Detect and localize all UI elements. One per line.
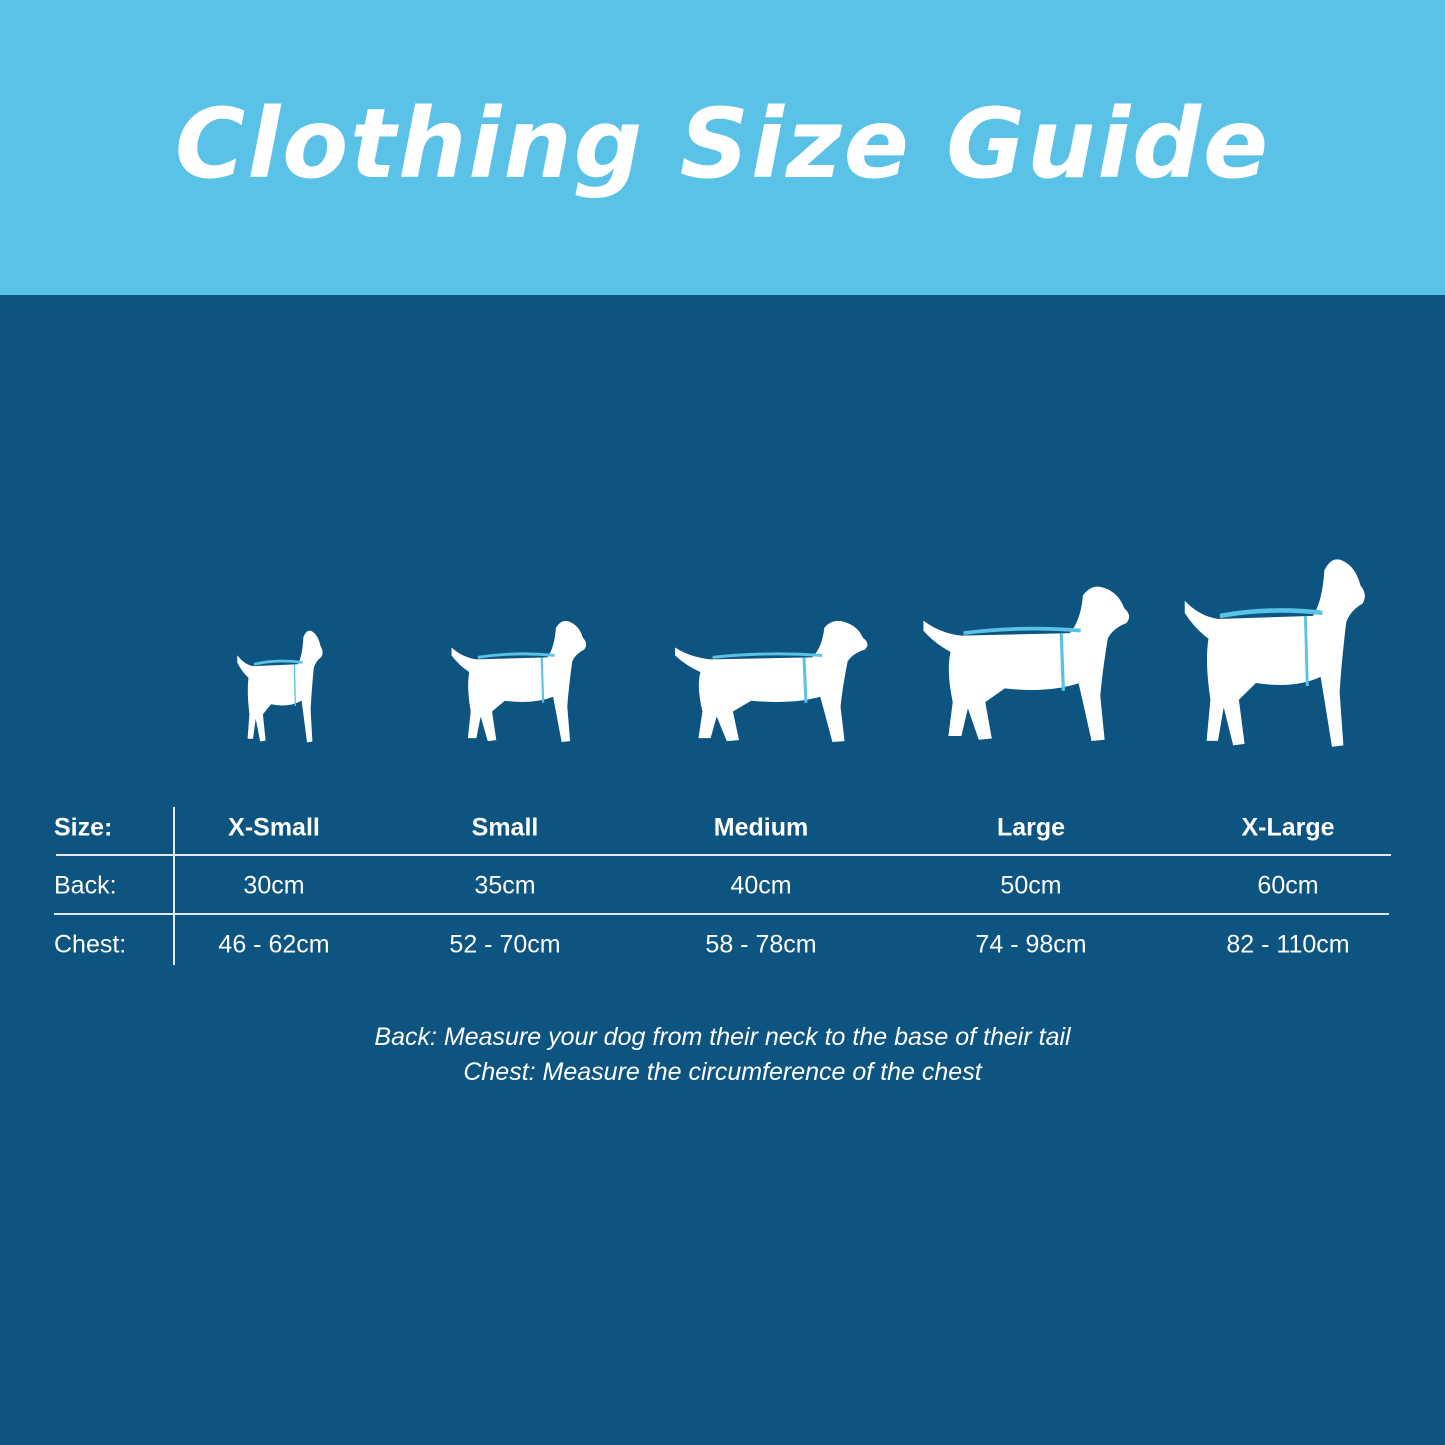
size-cell: Large [996, 813, 1066, 842]
dog-icon [451, 620, 587, 743]
back-note: Back: Measure your dog from their neck t… [374, 1023, 1071, 1051]
chest-note: Chest: Measure the circumference of the … [463, 1058, 982, 1086]
chest-cell: 46 - 62cm [218, 930, 330, 959]
size-cell: Small [471, 813, 539, 842]
back-cell: 60cm [1257, 871, 1319, 900]
dog-icon [1184, 559, 1365, 747]
size-cell: X-Small [228, 813, 320, 842]
header-banner: Clothing Size Guide [0, 0, 1445, 295]
dog-icon [923, 586, 1130, 741]
size-cell: X-Large [1241, 813, 1335, 842]
dog-icon [237, 630, 323, 743]
back-cell: 30cm [243, 871, 305, 900]
chest-cell: 58 - 78cm [705, 930, 817, 959]
row-divider [54, 913, 1389, 915]
back-cell: 35cm [474, 871, 536, 900]
size-cell: Medium [713, 813, 809, 842]
size-row-label: Size: [54, 813, 113, 842]
chest-cell: 74 - 98cm [975, 930, 1087, 959]
page-title: Clothing Size Guide [174, 88, 1271, 200]
chest-cell: 52 - 70cm [449, 930, 561, 959]
dog-icon [675, 620, 868, 743]
back-cell: 50cm [1000, 871, 1062, 900]
row-divider [56, 854, 1391, 856]
back-cell: 40cm [730, 871, 792, 900]
chest-row-label: Chest: [54, 930, 127, 959]
back-row-label: Back: [54, 871, 117, 900]
chest-cell: 82 - 110cm [1226, 930, 1350, 959]
column-divider [173, 807, 175, 965]
